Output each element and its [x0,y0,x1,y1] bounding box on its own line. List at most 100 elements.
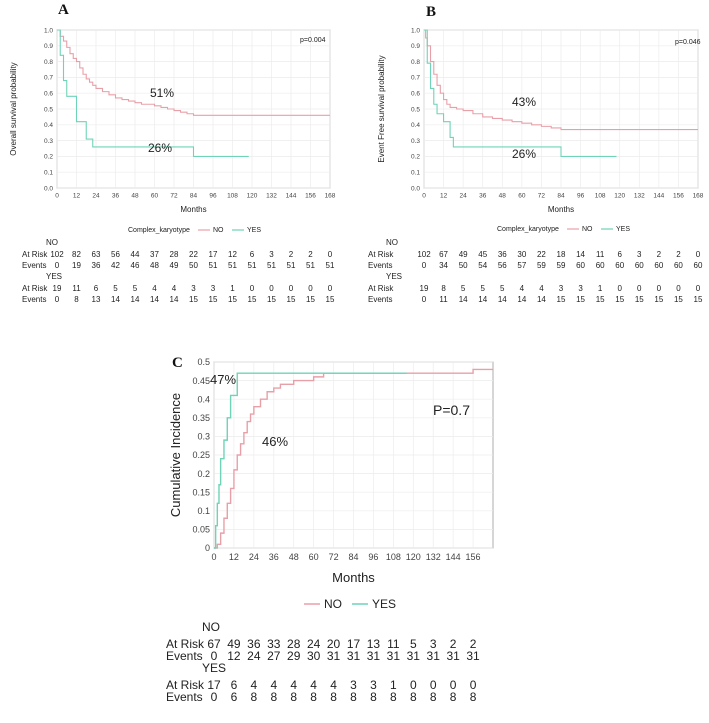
x-tick-label: 72 [170,193,178,200]
x-tick-label: 168 [325,193,336,200]
legend-title: Complex_karyotype [497,226,559,233]
x-tick-label: 48 [131,193,139,200]
p-value-label: p=0.004 [300,37,326,44]
risk-table-cell: 44 [130,250,140,259]
risk-table-cell: 46 [130,261,140,270]
risk-table-cell: 31 [326,649,341,663]
y-tick-label: 0.2 [197,469,210,479]
risk-table-cell: 11 [72,284,81,293]
y-tick-label: 0.4 [44,122,53,129]
risk-table-cell: 6 [230,678,238,692]
at-risk-label: At Risk [368,284,394,293]
risk-table-cell: 1 [597,284,603,293]
y-tick-label: 0 [205,543,210,553]
annotation-label: 46% [262,434,288,449]
x-tick-label: 84 [190,193,198,200]
risk-table-cell: 15 [325,295,335,304]
risk-table-cell: 102 [417,250,431,259]
x-tick-label: 120 [406,552,421,562]
risk-table-cell: 2 [676,250,681,259]
risk-table-cell: 17 [207,678,221,692]
risk-table-cell: 2 [449,637,457,651]
risk-row-yes-at-risk: At Risk 17 6 4 4 4 4 4 3 3 1 0 0 0 0 [160,678,500,692]
risk-table-cell: 15 [247,295,257,304]
risk-table-a: NO At Risk 102 82 63 56 44 37 28 22 17 12 6 3 2 2 0 Eve… [22,238,352,306]
risk-table-cell: 8 [310,690,317,704]
events-label: Events [166,690,203,704]
risk-table-cell: 33 [267,637,281,651]
risk-table-cell: 15 [286,295,296,304]
risk-table-cell: 67 [439,250,449,259]
series-line-yes [57,29,249,157]
x-tick-label: 24 [460,193,468,200]
risk-table-cell: 31 [446,649,460,663]
y-tick-label: 0.0 [411,185,420,192]
risk-table-cell: 8 [330,690,337,704]
risk-table-cell: 14 [150,295,159,304]
risk-table-cell: 0 [421,261,427,270]
risk-table-cell: 31 [386,649,401,663]
risk-table-cell: 3 [429,637,437,651]
risk-table-cell: 31 [426,649,440,663]
y-tick-label: 0.05 [192,525,210,535]
risk-row-no-events: Events 0 34 50 54 56 57 59 59 60 60 60 60 60 60 60 [368,261,708,272]
risk-table-cell: 54 [478,261,488,270]
risk-table-cell: 57 [517,261,527,270]
risk-table-cell: 50 [189,261,198,270]
risk-table-cell: 51 [306,261,315,270]
series-line-no [57,29,330,116]
risk-table-cell: 4 [171,284,177,293]
series-line-no [424,29,698,131]
risk-table-cell: 31 [466,649,480,663]
risk-table-cell: 56 [111,250,120,259]
x-tick-label: 156 [673,193,684,200]
risk-table-cell: 2 [308,250,313,259]
risk-table-cell: 4 [310,678,317,692]
p-value-label: P=0.7 [433,402,470,418]
x-tick-label: 24 [92,193,100,200]
risk-row-yes-events: Events 0 8 13 14 14 14 14 15 15 15 15 15 15 15 15 [22,295,352,306]
risk-table-c: NO At Risk 67 49 36 33 28 24 20 17 13 11 5 3 2 2 Event… [160,620,500,704]
risk-table-cell: 15 [189,295,198,304]
y-tick-label: 0.1 [411,169,420,176]
risk-table-cell: 1 [230,284,235,293]
risk-table-cell: 24 [247,649,261,663]
x-tick-label: 0 [211,552,216,562]
risk-table-cell: 14 [576,250,586,259]
risk-table-cell: 0 [249,284,255,293]
risk-table-cell: 6 [230,690,238,704]
risk-table-cell: 2 [469,637,477,651]
risk-table-cell: 8 [449,690,457,704]
risk-table-cell: 6 [93,284,99,293]
x-tick-label: 48 [289,552,299,562]
risk-table-cell: 29 [287,649,301,663]
risk-table-cell: 51 [286,261,296,270]
risk-table-cell: 15 [267,295,276,304]
x-tick-label: 36 [269,552,279,562]
risk-table-cell: 49 [227,637,241,651]
risk-table-cell: 18 [556,250,566,259]
events-label: Events [166,649,203,663]
y-tick-label: 0.5 [44,106,53,113]
y-tick-label: 0.9 [44,43,53,50]
x-tick-label: 96 [577,193,585,200]
risk-table-cell: 8 [370,690,377,704]
risk-table-cell: 15 [208,295,218,304]
y-tick-label: 0.9 [411,43,420,50]
risk-table-cell: 0 [469,678,477,692]
x-tick-label: 84 [557,193,565,200]
annotation-label: 43% [512,95,536,109]
risk-row-no-at-risk: At Risk 102 82 63 56 44 37 28 22 17 12 6 3 2 2 0 [22,250,352,261]
risk-table-cell: 0 [617,284,622,293]
risk-table-cell: 3 [269,250,274,259]
risk-table-cell: 4 [270,678,278,692]
risk-row-no-at-risk: At Risk 67 49 36 33 28 24 20 17 13 11 5 3 2 2 [160,637,500,651]
risk-row-no-events: Events 0 12 24 27 29 30 31 31 31 31 31 31 31 31 [160,649,500,663]
risk-table-cell: 60 [576,261,586,270]
y-tick-label: 0.3 [411,138,420,145]
risk-table-cell: 45 [478,250,488,259]
x-tick-label: 84 [348,552,358,562]
risk-table-cell: 8 [441,284,446,293]
risk-table-cell: 31 [346,649,361,663]
risk-table-cell: 6 [249,250,255,259]
